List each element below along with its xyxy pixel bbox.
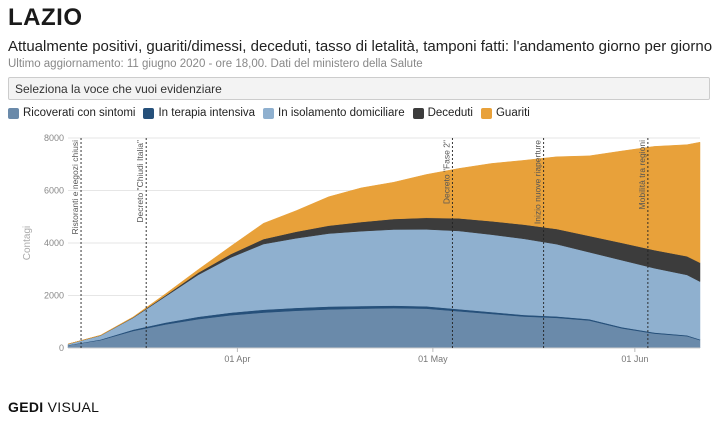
chart-legend: Ricoverati con sintomi In terapia intensi… [8,107,538,119]
legend-label: Guariti [495,107,530,119]
legend-item[interactable]: In terapia intensiva [143,107,255,119]
annotation-label: Inizio nuove riaperture [533,140,543,224]
annotation-label: Mobilità tra regioni [637,140,647,210]
y-tick-label: 8000 [44,133,64,143]
legend-label: In isolamento domiciliare [278,107,405,119]
gedi-visual-logo: GEDI VISUAL [8,399,99,415]
x-tick-label: 01 Apr [224,354,250,364]
y-axis-label: Contagi [22,226,33,260]
logo-suffix: VISUAL [43,399,100,415]
legend-swatch [8,107,19,119]
y-tick-label: 4000 [44,238,64,248]
legend-item[interactable]: Ricoverati con sintomi [8,107,135,119]
y-tick-label: 0 [59,343,64,353]
page-title: LAZIO [8,4,83,31]
logo-brand: GEDI [8,399,44,415]
x-tick-label: 01 Jun [621,354,648,364]
legend-label: In terapia intensiva [158,107,256,119]
legend-swatch [263,107,275,119]
y-tick-label: 2000 [44,291,64,301]
legend-item[interactable]: Guariti [480,107,530,119]
legend-swatch [143,107,155,119]
highlight-selector[interactable]: Seleziona la voce che vuoi evidenziare [8,77,710,100]
legend-swatch [412,107,424,119]
legend-item[interactable]: Deceduti [412,107,473,119]
y-tick-label: 6000 [44,186,64,196]
legend-item[interactable]: In isolamento domiciliare [263,107,405,119]
annotation-label: Ristoranti e negozi chiusi [70,140,80,235]
legend-label: Ricoverati con sintomi [23,107,136,119]
series-area[interactable] [67,141,701,345]
annotation-label: Decreto "Chiudi Italia" [135,140,145,223]
last-updated-note: Ultimo aggiornamento: 11 giugno 2020 - o… [8,58,423,70]
legend-swatch [480,107,492,119]
legend-label: Deceduti [427,107,473,119]
stacked-area-chart: 0 2000 4000 6000 8000 Contagi 01 Apr 01 May 01 J… [22,133,701,364]
x-tick-label: 01 May [418,354,448,364]
annotation-label: Decreto "Fase 2" [441,140,451,204]
page-subtitle: Attualmente positivi, guariti/dimessi, d… [8,38,713,55]
